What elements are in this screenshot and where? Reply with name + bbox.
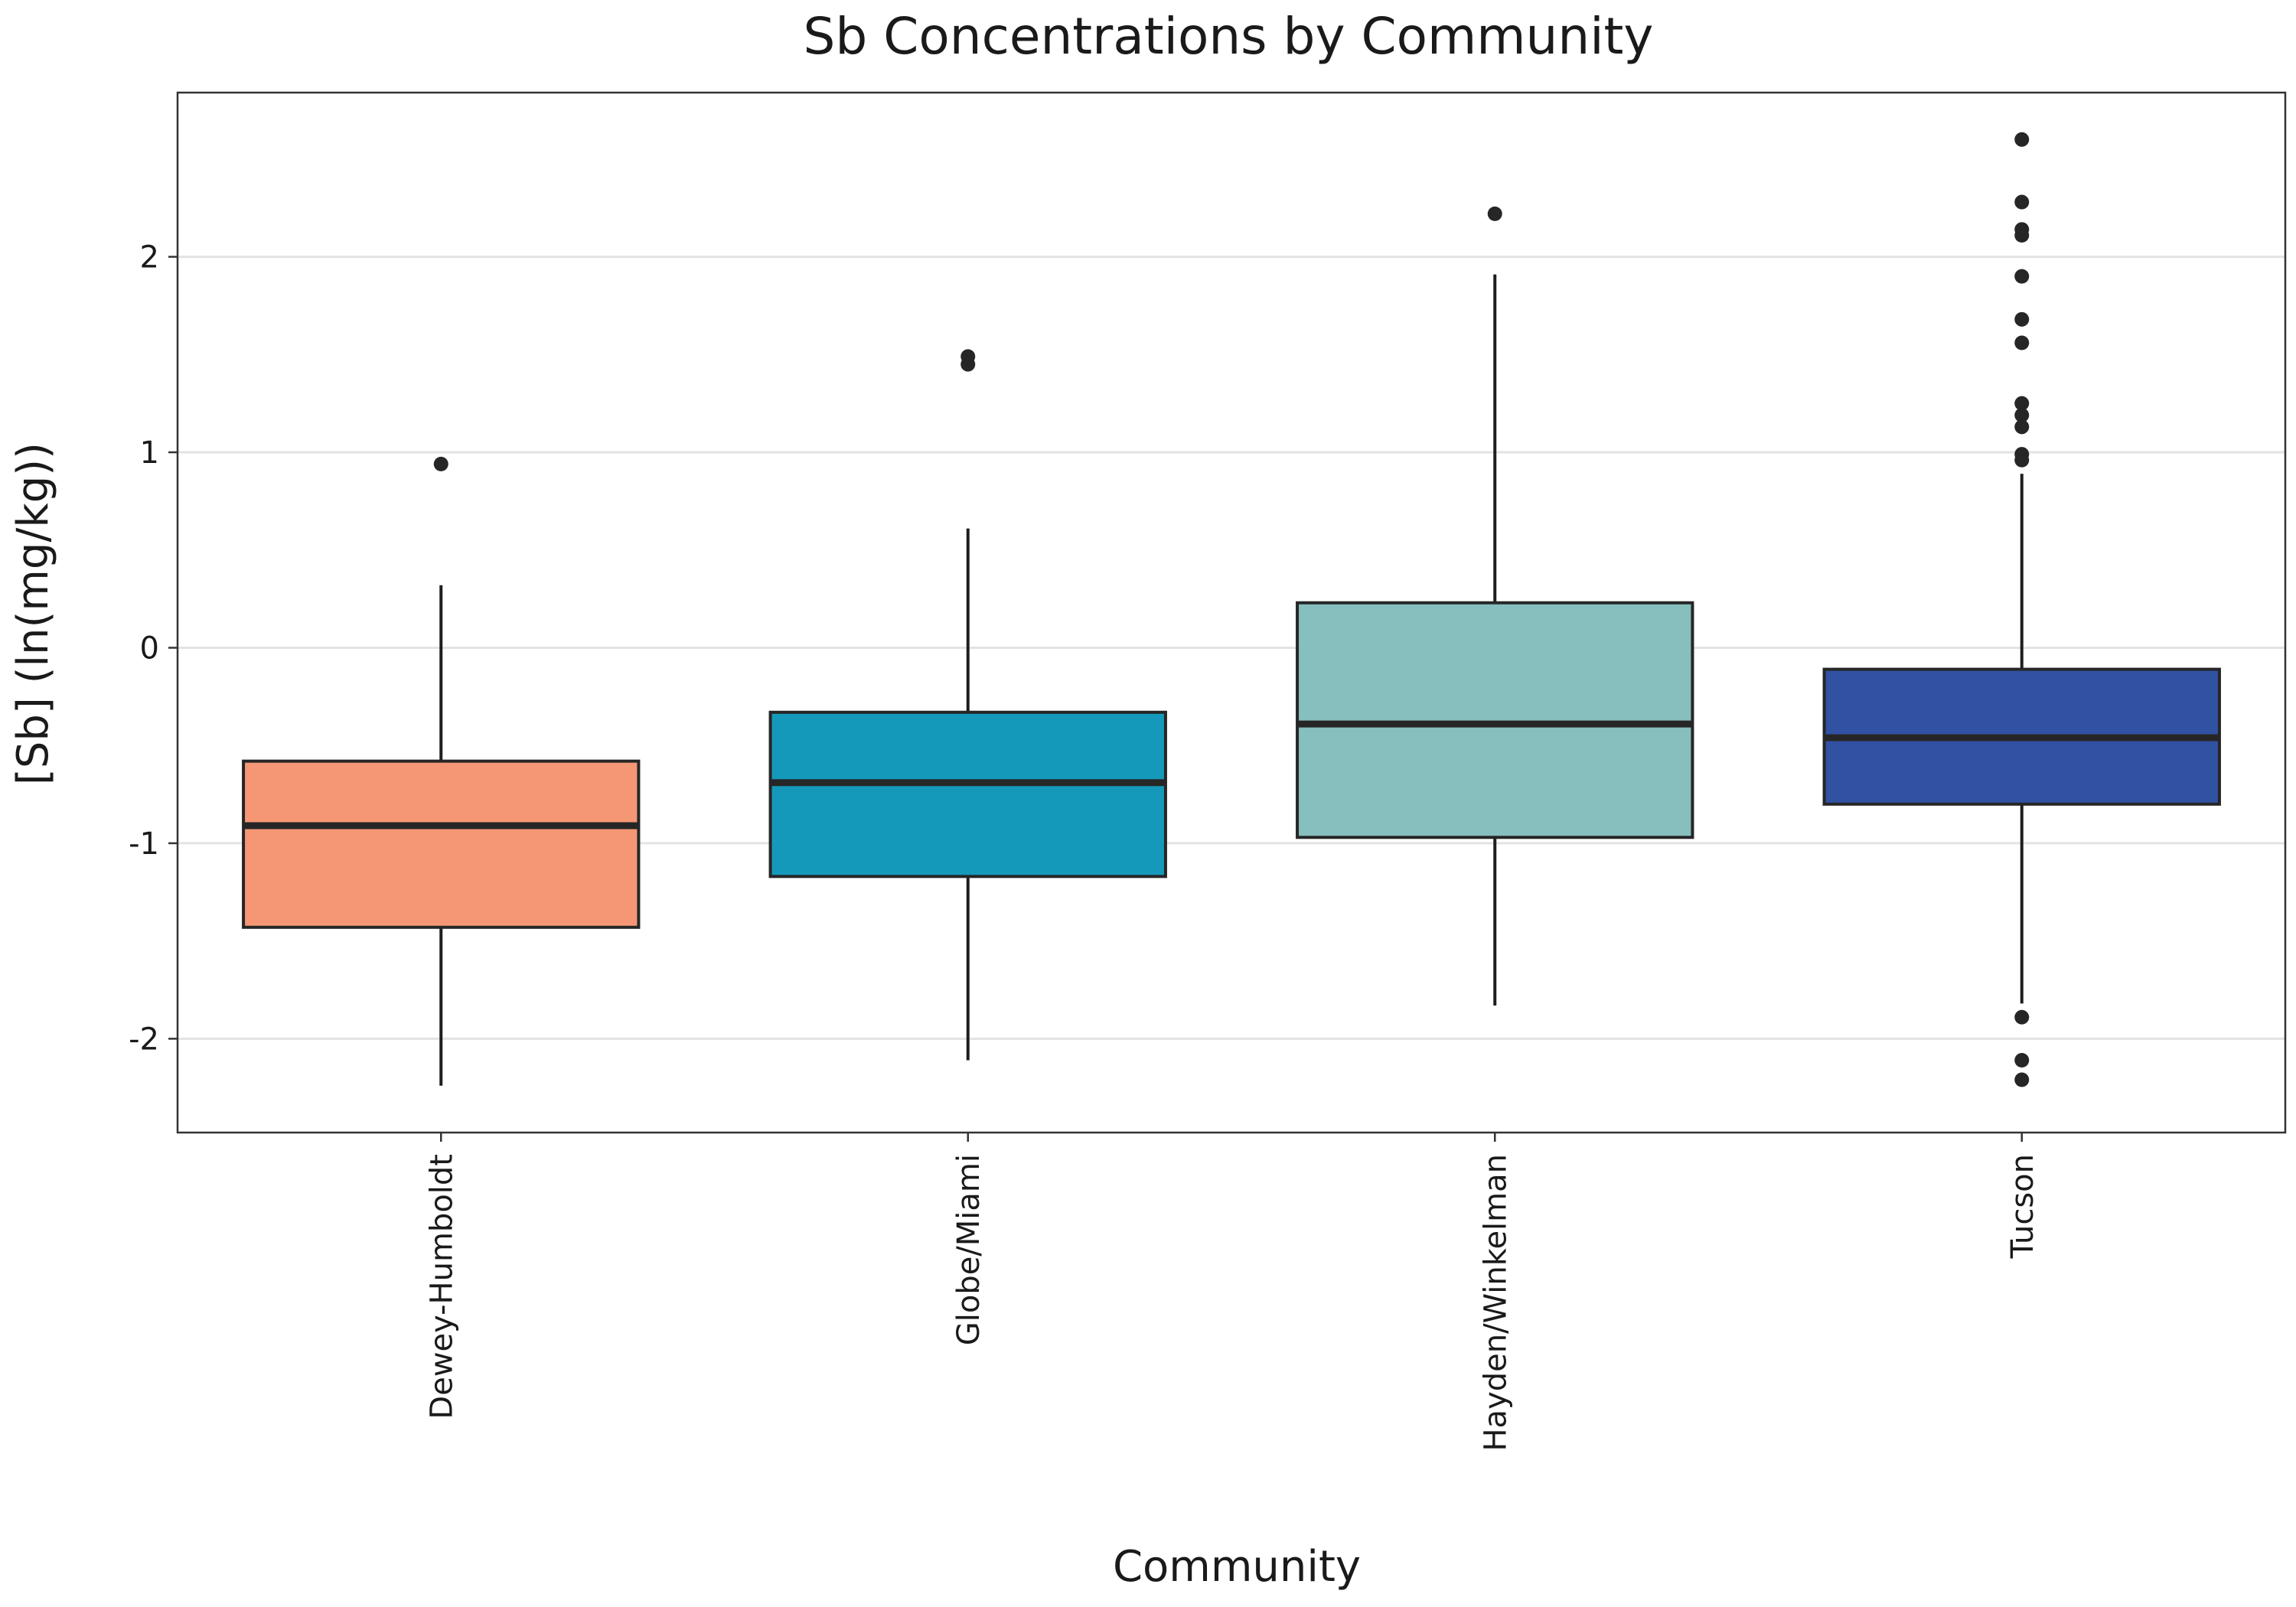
x-tick-label: Hayden/Winkelman: [1478, 1154, 1513, 1452]
iqr-box: [242, 759, 641, 929]
box-group: [242, 456, 641, 1086]
box-group: [1822, 132, 2221, 1087]
y-tick-label: -1: [129, 826, 159, 862]
outlier-point: [2014, 311, 2030, 327]
outlier-point: [2014, 419, 2030, 435]
outlier-point: [2014, 396, 2030, 411]
y-tick-label: 2: [140, 240, 159, 275]
y-tick-label: 0: [140, 631, 159, 666]
box-group: [1296, 206, 1694, 1006]
y-tick-label: -2: [129, 1022, 159, 1057]
outlier-point: [2014, 335, 2030, 350]
outlier-point: [2014, 447, 2030, 462]
outlier-point: [433, 456, 448, 471]
iqr-box: [768, 710, 1167, 878]
outlier-point: [960, 349, 976, 364]
x-tick-label: Tucson: [2005, 1154, 2040, 1259]
chart-title: Sb Concentrations by Community: [804, 7, 1654, 66]
outlier-point: [2014, 1009, 2030, 1025]
x-tick-label: Globe/Miami: [951, 1154, 987, 1345]
x-axis-title: Community: [1113, 1542, 1361, 1592]
outlier-point: [2014, 132, 2030, 147]
outlier-point: [2014, 1052, 2030, 1068]
box-series: [242, 132, 2221, 1087]
outlier-point: [1487, 206, 1502, 221]
outlier-point: [2014, 194, 2030, 210]
iqr-box: [1296, 601, 1694, 839]
outlier-point: [2014, 269, 2030, 284]
y-axis-title: [Sb] (ln(mg/kg)): [8, 442, 58, 785]
plot-panel-border: [176, 91, 2287, 1134]
outlier-point: [2014, 222, 2030, 237]
x-tick-label: Dewey-Humboldt: [424, 1154, 459, 1420]
box-group: [768, 349, 1167, 1061]
y-tick-label: 1: [140, 435, 159, 471]
axes: -2 -1 0 1 2 Dewey-Humboldt Globe/Miami Hayden/W…: [129, 240, 2040, 1452]
outlier-point: [2014, 407, 2030, 422]
outlier-point: [2014, 1072, 2030, 1087]
